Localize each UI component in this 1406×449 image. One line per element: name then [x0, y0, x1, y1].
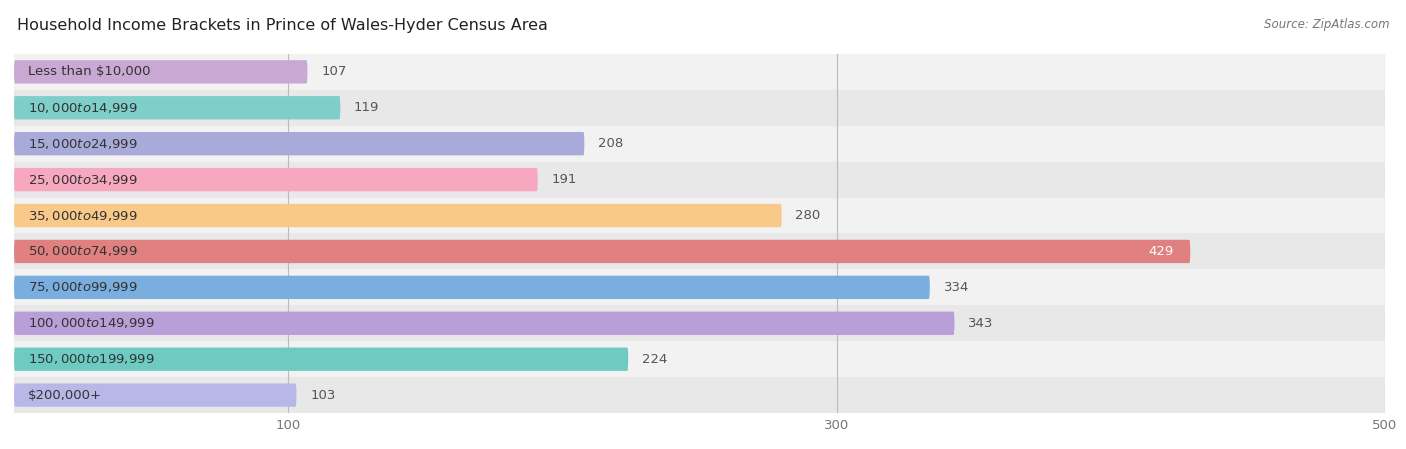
Bar	[0, 162, 1406, 198]
Text: $50,000 to $74,999: $50,000 to $74,999	[28, 244, 138, 259]
Text: $35,000 to $49,999: $35,000 to $49,999	[28, 208, 138, 223]
Text: 191: 191	[551, 173, 576, 186]
Text: 429: 429	[1149, 245, 1174, 258]
Text: 334: 334	[943, 281, 969, 294]
Text: $200,000+: $200,000+	[28, 389, 101, 401]
Text: 119: 119	[354, 101, 380, 114]
FancyBboxPatch shape	[14, 348, 628, 371]
Bar	[0, 341, 1406, 377]
Bar	[0, 126, 1406, 162]
Text: $150,000 to $199,999: $150,000 to $199,999	[28, 352, 155, 366]
Text: $75,000 to $99,999: $75,000 to $99,999	[28, 280, 138, 295]
Bar	[0, 305, 1406, 341]
FancyBboxPatch shape	[14, 96, 340, 119]
Text: $100,000 to $149,999: $100,000 to $149,999	[28, 316, 155, 330]
FancyBboxPatch shape	[14, 60, 308, 84]
FancyBboxPatch shape	[14, 168, 537, 191]
FancyBboxPatch shape	[14, 312, 955, 335]
Bar	[0, 233, 1406, 269]
Bar	[0, 198, 1406, 233]
Bar	[0, 90, 1406, 126]
Text: 103: 103	[311, 389, 336, 401]
FancyBboxPatch shape	[14, 240, 1191, 263]
FancyBboxPatch shape	[14, 276, 929, 299]
Text: Household Income Brackets in Prince of Wales-Hyder Census Area: Household Income Brackets in Prince of W…	[17, 18, 548, 33]
Text: $10,000 to $14,999: $10,000 to $14,999	[28, 101, 138, 115]
Text: 224: 224	[643, 353, 668, 365]
Text: 280: 280	[796, 209, 821, 222]
Text: Source: ZipAtlas.com: Source: ZipAtlas.com	[1264, 18, 1389, 31]
Text: Less than $10,000: Less than $10,000	[28, 66, 150, 78]
Bar	[0, 269, 1406, 305]
Text: $15,000 to $24,999: $15,000 to $24,999	[28, 136, 138, 151]
Text: 343: 343	[969, 317, 994, 330]
Text: $25,000 to $34,999: $25,000 to $34,999	[28, 172, 138, 187]
FancyBboxPatch shape	[14, 204, 782, 227]
FancyBboxPatch shape	[14, 132, 585, 155]
Text: 208: 208	[598, 137, 623, 150]
FancyBboxPatch shape	[14, 383, 297, 407]
Bar	[0, 377, 1406, 413]
Bar	[0, 54, 1406, 90]
Text: 107: 107	[321, 66, 346, 78]
